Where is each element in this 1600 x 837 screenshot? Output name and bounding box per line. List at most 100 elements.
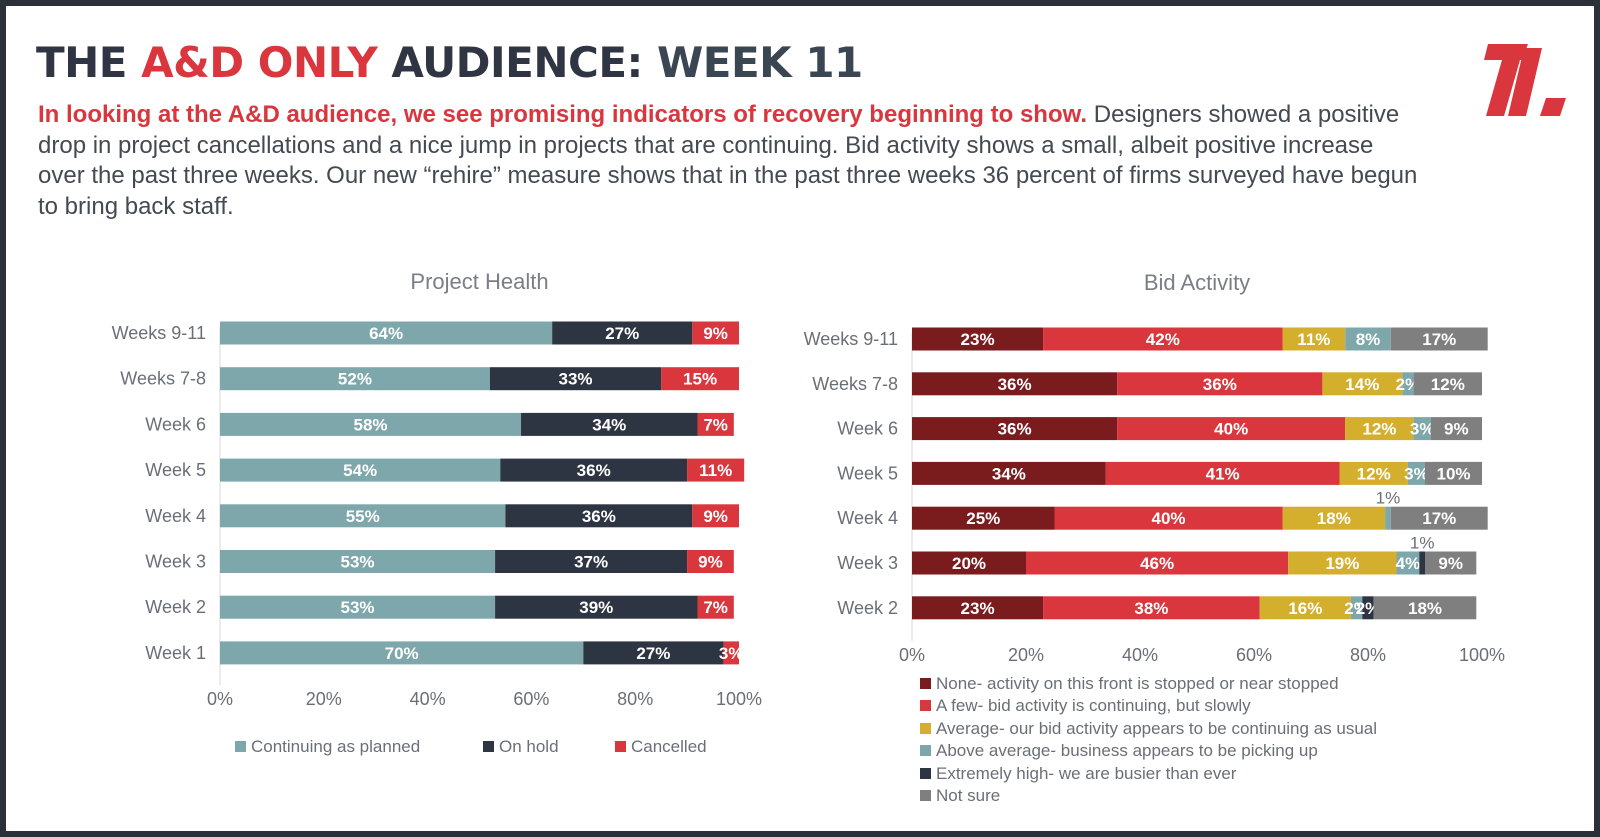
bar-not-sure	[1430, 417, 1482, 441]
bar-a-few-bid-activity-is-continuing-but-slowly	[1054, 506, 1283, 530]
bar-not-sure	[1373, 596, 1477, 620]
bar-none-activity-on-this-front-is-stopped-or-near-stopped	[912, 506, 1055, 530]
category-label: Week 3	[145, 552, 206, 572]
bar-cancelled	[661, 367, 739, 391]
legend-item-continuing-as-planned: Continuing as planned	[235, 737, 420, 757]
legend-label: Cancelled	[631, 737, 707, 756]
legend-label: On hold	[499, 737, 559, 756]
category-label: Weeks 7-8	[120, 369, 206, 389]
bar-continuing-as-planned	[220, 412, 522, 436]
description: In looking at the A&D audience, we see p…	[38, 100, 1418, 222]
bar-average-our-bid-activity-appears-to-be-continuing-as-usual	[1339, 461, 1408, 485]
bar-not-sure	[1390, 327, 1488, 351]
data-label: 55%	[346, 507, 380, 526]
bar-cancelled	[687, 550, 734, 573]
bar-a-few-bid-activity-is-continuing-but-slowly	[1117, 372, 1323, 396]
data-label: 36%	[998, 420, 1032, 439]
bar-a-few-bid-activity-is-continuing-but-slowly	[1117, 417, 1346, 441]
data-label: 40%	[1151, 509, 1185, 528]
data-label: 7%	[703, 598, 728, 617]
bar-extremely-high-we-are-busier-than-ever	[1362, 596, 1374, 620]
data-label: 3%	[1404, 464, 1429, 483]
title-week: WEEK 11	[656, 38, 863, 87]
legend-label: Extremely high- we are busier than ever	[936, 763, 1237, 783]
legend-item-extremely-high-we-are-busier-than-ever: Extremely high- we are busier than ever	[920, 763, 1377, 785]
data-label: 40%	[1214, 420, 1248, 439]
bar-none-activity-on-this-front-is-stopped-or-near-stopped	[912, 417, 1118, 441]
bar-none-activity-on-this-front-is-stopped-or-near-stopped	[912, 596, 1044, 620]
legend-swatch	[920, 790, 931, 802]
category-label: Week 2	[837, 598, 898, 618]
legend-swatch	[615, 741, 626, 752]
category-label: Weeks 9-11	[804, 329, 898, 349]
bar-a-few-bid-activity-is-continuing-but-slowly	[1105, 461, 1340, 485]
bar-cancelled	[723, 641, 739, 665]
legend-swatch	[920, 767, 931, 779]
bar-not-sure	[1425, 551, 1477, 575]
bar-a-few-bid-activity-is-continuing-but-slowly	[1043, 327, 1283, 351]
bar-above-average-business-appears-to-be-picking-up	[1345, 327, 1391, 351]
data-label: 9%	[1438, 554, 1463, 573]
data-label: 16%	[1288, 599, 1322, 618]
data-label: 9%	[1444, 420, 1469, 439]
category-label: Weeks 9-11	[112, 323, 206, 343]
data-label: 39%	[579, 598, 613, 617]
data-label: 3%	[1410, 420, 1435, 439]
bar-none-activity-on-this-front-is-stopped-or-near-stopped	[912, 372, 1118, 396]
bar-not-sure	[1425, 461, 1482, 485]
legend-swatch	[483, 741, 494, 752]
data-label: 14%	[1345, 375, 1379, 394]
data-label: 19%	[1325, 554, 1359, 573]
data-label: 1%	[1410, 534, 1435, 553]
x-tick-label: 20%	[1008, 645, 1044, 665]
data-label: 7%	[703, 415, 728, 434]
data-label: 27%	[605, 324, 639, 343]
data-label: 10%	[1436, 464, 1470, 483]
data-label: 41%	[1206, 464, 1240, 483]
bar-on-hold	[489, 367, 662, 391]
data-label: 36%	[577, 461, 611, 480]
legend-label: Above average- business appears to be pi…	[936, 741, 1318, 761]
bar-continuing-as-planned	[220, 321, 553, 345]
category-label: Week 4	[145, 506, 206, 526]
category-label: Week 2	[145, 597, 206, 617]
bar-not-sure	[1390, 506, 1488, 530]
page-title: THE A&D ONLY AUDIENCE: WEEK 11	[36, 38, 863, 87]
data-label: 12%	[1431, 375, 1465, 394]
data-label: 20%	[952, 554, 986, 573]
data-label: 37%	[574, 553, 608, 572]
bar-cancelled	[692, 321, 739, 345]
x-tick-label: 40%	[1122, 645, 1158, 665]
data-label: 15%	[683, 370, 717, 389]
bar-above-average-business-appears-to-be-picking-up	[1413, 417, 1431, 441]
legend-item-on-hold: On hold	[483, 737, 559, 757]
description-body: Designers showed a positive drop in proj…	[38, 101, 1418, 220]
data-label: 9%	[703, 324, 728, 343]
data-label: 27%	[636, 644, 670, 663]
data-label: 4%	[1396, 554, 1421, 573]
x-tick-label: 0%	[207, 689, 233, 709]
category-label: Week 6	[145, 414, 206, 434]
data-label: 18%	[1408, 599, 1442, 618]
data-label: 1%	[1376, 489, 1401, 508]
bar-above-average-business-appears-to-be-picking-up	[1396, 551, 1420, 575]
bar-average-our-bid-activity-appears-to-be-continuing-as-usual	[1282, 506, 1386, 530]
data-label: 12%	[1357, 464, 1391, 483]
legend-item-none-activity-on-this-front-is-stopped-or-near-stopped: None- activity on this front is stopped …	[920, 673, 1377, 695]
bid-activity-legend: None- activity on this front is stopped …	[920, 673, 1377, 807]
x-tick-label: 80%	[1350, 645, 1386, 665]
data-label: 23%	[961, 599, 995, 618]
bar-on-hold	[495, 550, 688, 573]
legend-item-above-average-business-appears-to-be-picking-up: Above average- business appears to be pi…	[920, 740, 1377, 762]
bar-continuing-as-planned	[220, 641, 584, 665]
category-label: Week 1	[145, 643, 206, 663]
bar-above-average-business-appears-to-be-picking-up	[1350, 596, 1363, 620]
bar-a-few-bid-activity-is-continuing-but-slowly	[1026, 551, 1289, 575]
bar-cancelled	[697, 595, 734, 619]
bar-on-hold	[495, 595, 698, 619]
data-label: 70%	[385, 644, 419, 663]
data-label: 53%	[341, 553, 375, 572]
bar-average-our-bid-activity-appears-to-be-continuing-as-usual	[1288, 551, 1397, 575]
data-label: 58%	[353, 415, 387, 434]
